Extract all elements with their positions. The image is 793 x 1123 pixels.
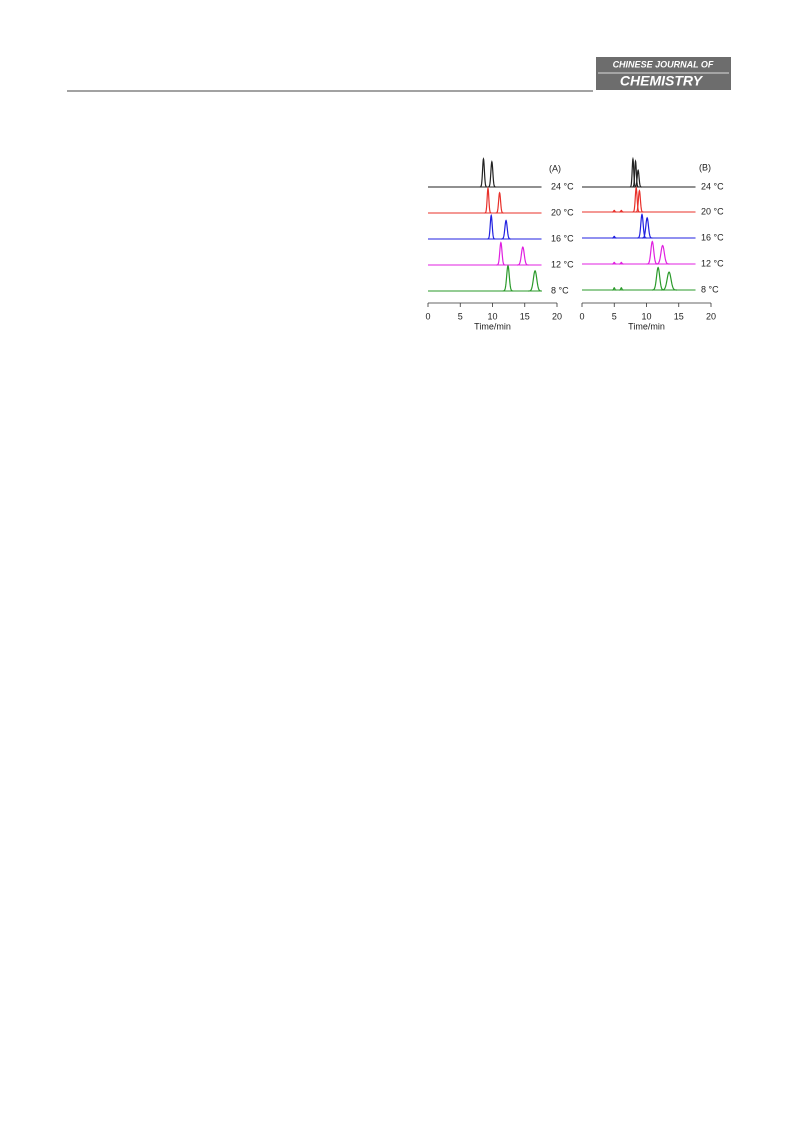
peak [619, 287, 624, 291]
peak [502, 264, 514, 292]
trace-label: 20 °C [701, 206, 724, 216]
trace-label: 16 °C [551, 233, 574, 243]
peak [496, 241, 506, 266]
peak [655, 244, 670, 265]
trace-label: 8 °C [701, 284, 719, 294]
peak [484, 186, 492, 214]
peak [487, 213, 496, 240]
peak [646, 240, 659, 265]
peak [651, 266, 665, 291]
trace-label: 12 °C [701, 258, 724, 268]
x-axis-label: Time/min [474, 321, 511, 331]
peak [619, 261, 624, 265]
x-axis-label: Time/min [628, 321, 665, 331]
trace-label: 24 °C [551, 181, 574, 191]
panel-label: (A) [549, 163, 561, 173]
x-tick-label: 5 [612, 311, 617, 321]
peak [517, 246, 529, 266]
peak [619, 209, 624, 213]
journal-line1: CHINESE JOURNAL OF [613, 59, 714, 69]
peak [612, 235, 617, 239]
x-tick-label: 0 [579, 311, 584, 321]
peak [612, 261, 617, 265]
peak [661, 271, 677, 291]
panel-label: (B) [699, 162, 711, 172]
x-tick-label: 0 [425, 311, 430, 321]
peak [637, 213, 647, 239]
peak [495, 191, 504, 214]
peak [487, 160, 496, 188]
peak [612, 209, 617, 213]
peak [634, 168, 642, 188]
peak [612, 287, 617, 291]
x-tick-label: 15 [520, 311, 530, 321]
journal-badge [596, 57, 731, 90]
trace-label: 20 °C [551, 207, 574, 217]
trace-label: 16 °C [701, 232, 724, 242]
peak [479, 157, 488, 188]
trace-label: 8 °C [551, 285, 569, 295]
x-tick-label: 10 [641, 311, 651, 321]
x-tick-label: 15 [674, 311, 684, 321]
peak [528, 269, 542, 292]
peak [632, 186, 640, 213]
x-tick-label: 20 [552, 311, 562, 321]
peak [501, 219, 511, 240]
peak [629, 156, 637, 188]
peak [641, 216, 653, 239]
x-tick-label: 20 [706, 311, 716, 321]
x-tick-label: 5 [458, 311, 463, 321]
trace-label: 12 °C [551, 259, 574, 269]
journal-line2: CHEMISTRY [620, 73, 704, 89]
x-tick-label: 10 [487, 311, 497, 321]
peak [635, 189, 644, 213]
trace-label: 24 °C [701, 181, 724, 191]
peak [632, 159, 639, 188]
